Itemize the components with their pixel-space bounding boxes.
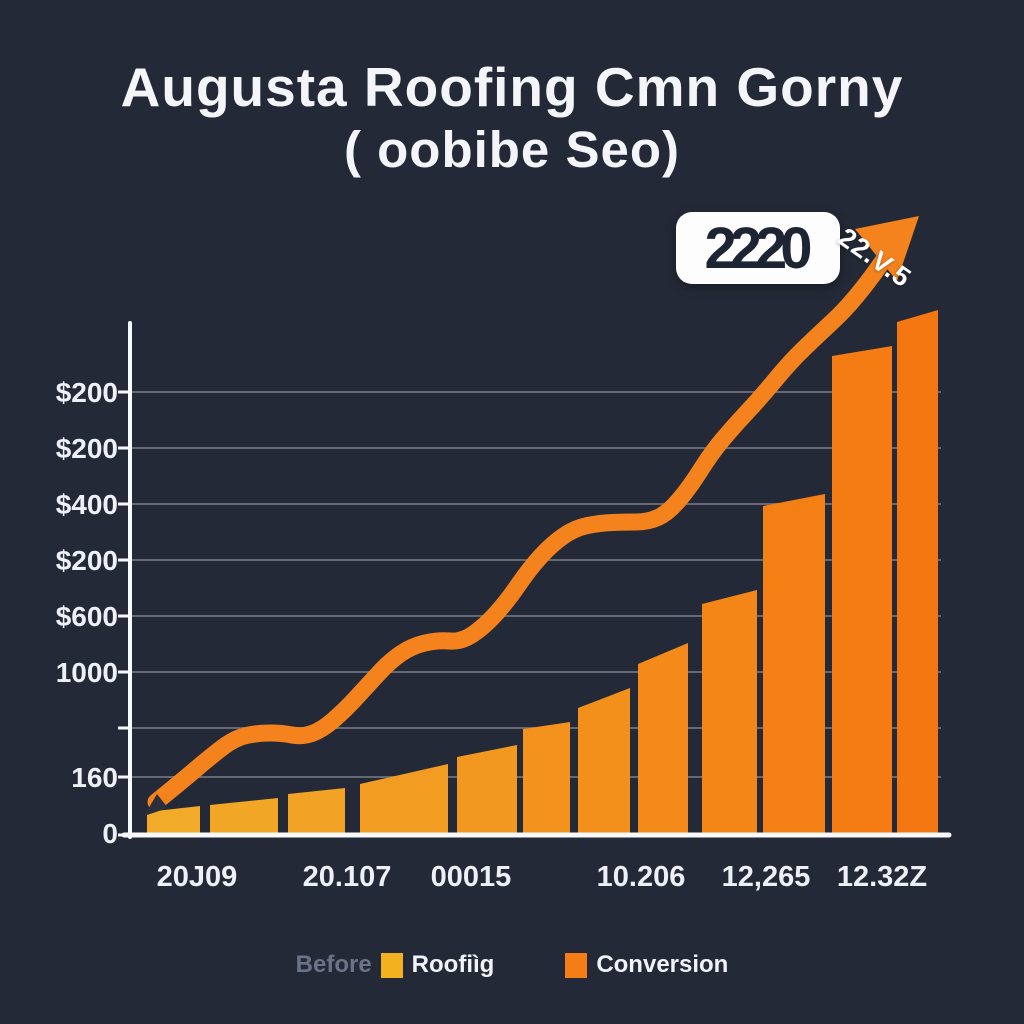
- y-axis-label: 0: [102, 818, 118, 849]
- bar: [210, 798, 278, 835]
- legend-label-roofing: Roofiìg: [411, 951, 495, 978]
- x-axis-label: 10.206: [597, 861, 686, 893]
- page-title: Augusta Roofing Cmn Gorny ( oobibe Seo): [0, 55, 1024, 180]
- bar: [360, 764, 448, 835]
- x-axis-label: 20J09: [157, 861, 238, 893]
- trend-arrowhead-icon: [855, 216, 919, 281]
- title-line-2: ( oobibe Seo): [344, 121, 680, 179]
- y-axis-label: 160: [71, 762, 118, 793]
- trend-line: [147, 249, 894, 811]
- legend-label-conversion: Conversion: [596, 951, 729, 978]
- bar: [638, 643, 688, 835]
- value-badge: 2220: [676, 212, 840, 284]
- x-axis-label: 12.32Z: [837, 861, 927, 893]
- y-axis-label: $200: [56, 433, 118, 464]
- y-axis-label: $600: [56, 601, 118, 632]
- bar: [832, 346, 892, 835]
- x-axis-label: 00015: [431, 861, 512, 893]
- legend-swatch-conversion: [565, 952, 588, 978]
- bar: [897, 310, 938, 835]
- bar: [147, 806, 200, 835]
- bar: [578, 688, 630, 835]
- y-axis-label: 1000: [56, 657, 118, 688]
- legend: Before Roofiìg Conversion: [0, 951, 1024, 979]
- bar: [702, 590, 757, 835]
- y-axis-label: $400: [56, 489, 118, 520]
- x-axis-label: 12,265: [722, 861, 811, 893]
- bar: [288, 788, 345, 835]
- bar: [457, 745, 517, 835]
- bar: [523, 722, 570, 835]
- y-axis-label: $200: [56, 377, 118, 408]
- pencil-tip-icon: [144, 794, 168, 816]
- value-badge-text: 2220: [704, 215, 812, 281]
- legend-label-before: Before: [295, 951, 372, 978]
- y-axis-label: $200: [56, 545, 118, 576]
- title-line-1: Augusta Roofing Cmn Gorny: [120, 56, 904, 119]
- bar: [763, 494, 825, 835]
- legend-swatch-roofing: [380, 952, 403, 978]
- x-axis-label: 20.107: [303, 861, 392, 893]
